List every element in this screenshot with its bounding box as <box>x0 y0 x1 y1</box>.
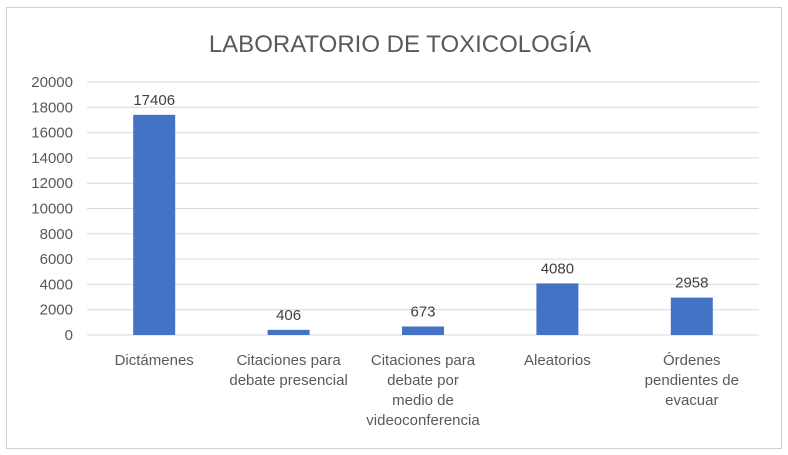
category-label: Órdenes pendientes de evacuar <box>645 352 739 409</box>
chart-frame: LABORATORIO DE TOXICOLOGÍA 0 2000 4000 6000… <box>6 7 782 449</box>
chart-title: LABORATORIO DE TOXICOLOGÍA <box>209 31 591 58</box>
y-tick-label: 8000 <box>40 226 73 243</box>
y-tick-label: 10000 <box>31 201 73 218</box>
data-label: 406 <box>276 307 301 324</box>
category-label: Dictámenes <box>115 352 194 369</box>
category-label: Citaciones para debate presencial <box>229 352 347 389</box>
data-label: 4080 <box>541 260 574 277</box>
y-axis-ticks: 0 2000 4000 6000 8000 10000 12000 14000 16000 180… <box>31 74 73 344</box>
y-tick-label: 4000 <box>40 276 73 293</box>
y-tick-label: 6000 <box>40 251 73 268</box>
bar <box>267 329 310 335</box>
gridlines <box>87 81 759 336</box>
data-label: 2958 <box>675 275 708 292</box>
y-tick-label: 12000 <box>31 175 73 192</box>
bars <box>133 114 713 335</box>
data-label: 17406 <box>133 92 175 109</box>
bar <box>670 297 713 335</box>
category-label: Aleatorios <box>524 352 591 369</box>
y-tick-label: 14000 <box>31 150 73 167</box>
y-tick-label: 18000 <box>31 99 73 116</box>
bar <box>133 114 176 335</box>
category-label: Citaciones para debate por medio de videoco… <box>366 352 480 429</box>
data-labels: 17406 406 673 4080 2958 <box>133 92 708 324</box>
data-label: 673 <box>410 303 435 320</box>
y-tick-label: 16000 <box>31 125 73 142</box>
category-labels: Dictámenes Citaciones para debate presenci… <box>115 352 739 429</box>
bar-chart: LABORATORIO DE TOXICOLOGÍA 0 2000 4000 6000… <box>31 31 759 429</box>
bar <box>402 326 444 335</box>
y-tick-label: 0 <box>65 327 73 344</box>
y-tick-label: 20000 <box>31 74 73 91</box>
bar <box>536 283 579 335</box>
y-tick-label: 2000 <box>40 302 73 319</box>
